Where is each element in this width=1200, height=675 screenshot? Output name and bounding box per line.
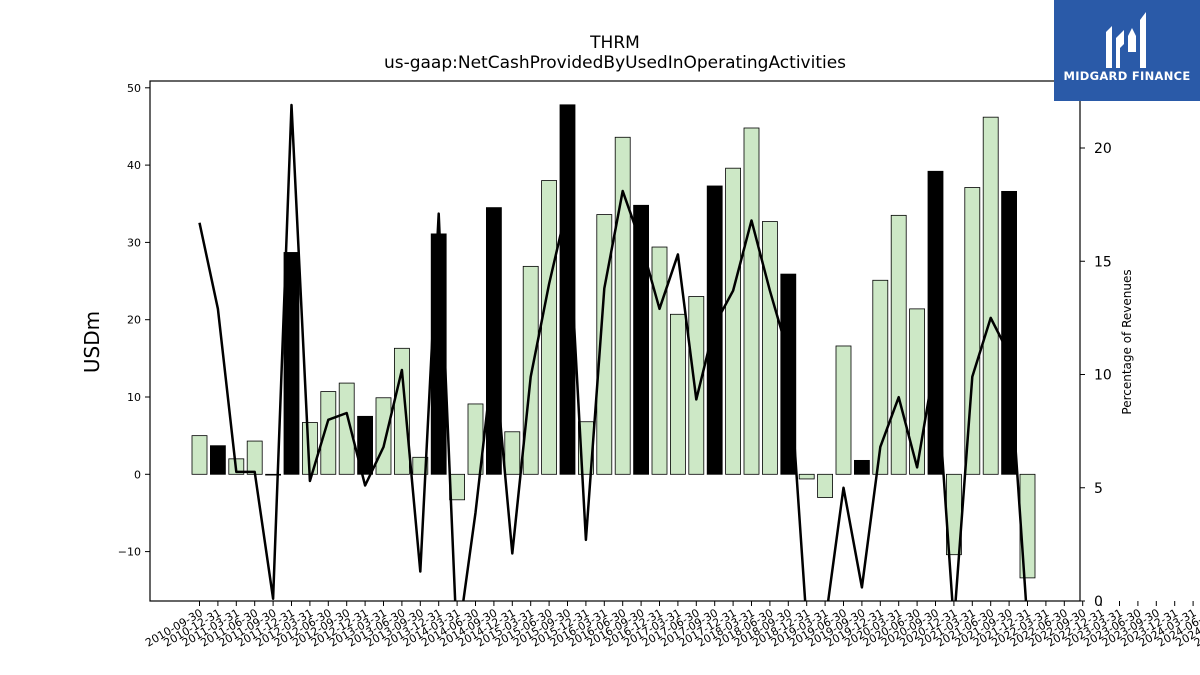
bar-2013-03-31 — [375, 397, 392, 475]
y2-tick-label: 20 — [1094, 141, 1112, 157]
bar-2020-06-30 — [909, 308, 925, 475]
bar-2014-12-31 — [504, 431, 521, 475]
bar-2015-09-30 — [559, 104, 576, 475]
y-tick-label: −10 — [118, 546, 141, 559]
bar-2015-06-30 — [541, 180, 557, 475]
y-tick-label: 20 — [127, 314, 141, 327]
bar-2017-06-30 — [688, 296, 705, 475]
bar-2021-06-30 — [982, 116, 999, 475]
y-tick-label: 10 — [127, 391, 141, 404]
bar-2017-03-31 — [670, 313, 686, 475]
plot-frame — [149, 80, 1081, 602]
y2-tick-label: 10 — [1094, 368, 1112, 384]
bars — [191, 104, 1036, 579]
bar-2013-06-30 — [393, 347, 410, 475]
bar-2013-09-30 — [412, 456, 429, 475]
bar-2019-03-31 — [817, 473, 833, 498]
brand-logo: MIDGARD FINANCE — [1054, 0, 1200, 101]
bar-2018-03-31 — [743, 127, 760, 475]
bar-2012-09-30 — [338, 382, 355, 475]
bar-2010-12-31 — [209, 445, 226, 475]
y-axis-label: USDm — [80, 311, 104, 373]
bar-2011-06-30 — [246, 440, 263, 475]
bar-2021-03-31 — [964, 187, 981, 475]
y2-tick-label: 15 — [1094, 254, 1112, 270]
bar-2019-09-30 — [854, 459, 870, 475]
series-line-percentage — [198, 103, 1028, 601]
plot-area: −1001020304050051015202010-09-302010-12-… — [118, 80, 1200, 650]
bar-2014-09-30 — [485, 207, 502, 475]
bar-2016-09-30 — [633, 204, 649, 475]
bar-2012-06-30 — [320, 391, 337, 475]
bar-2018-06-30 — [762, 221, 778, 475]
bar-2017-12-31 — [725, 167, 741, 475]
y-tick-label: 0 — [134, 468, 141, 481]
bar-2010-09-30 — [191, 435, 208, 475]
chart-title: THRM — [589, 33, 640, 53]
y2-axis-label: Percentage of Revenues — [1120, 269, 1134, 414]
bar-2017-09-30 — [706, 185, 723, 475]
logo-mark-icon — [1106, 12, 1146, 68]
chart-subtitle: us-gaap:NetCashProvidedByUsedInOperating… — [384, 53, 846, 73]
bar-2015-03-31 — [522, 265, 539, 475]
bar-2011-12-31 — [283, 252, 300, 475]
y-tick-label: 30 — [127, 236, 141, 249]
bar-2016-12-31 — [651, 246, 668, 475]
bar-2019-12-31 — [872, 279, 889, 475]
bar-2020-03-31 — [890, 214, 907, 475]
bar-2018-12-31 — [798, 473, 815, 480]
bar-2011-09-30 — [265, 473, 282, 476]
bar-2016-03-31 — [596, 214, 613, 475]
y-tick-label: 40 — [127, 159, 141, 172]
bar-2016-06-30 — [614, 136, 631, 475]
y2-tick-label: 5 — [1094, 481, 1103, 497]
y-tick-label: 50 — [127, 82, 141, 95]
bar-2012-12-31 — [357, 415, 374, 475]
bar-2019-06-30 — [835, 345, 852, 475]
y2-tick-label: 0 — [1094, 594, 1103, 610]
logo-text: MIDGARD FINANCE — [1063, 69, 1191, 83]
